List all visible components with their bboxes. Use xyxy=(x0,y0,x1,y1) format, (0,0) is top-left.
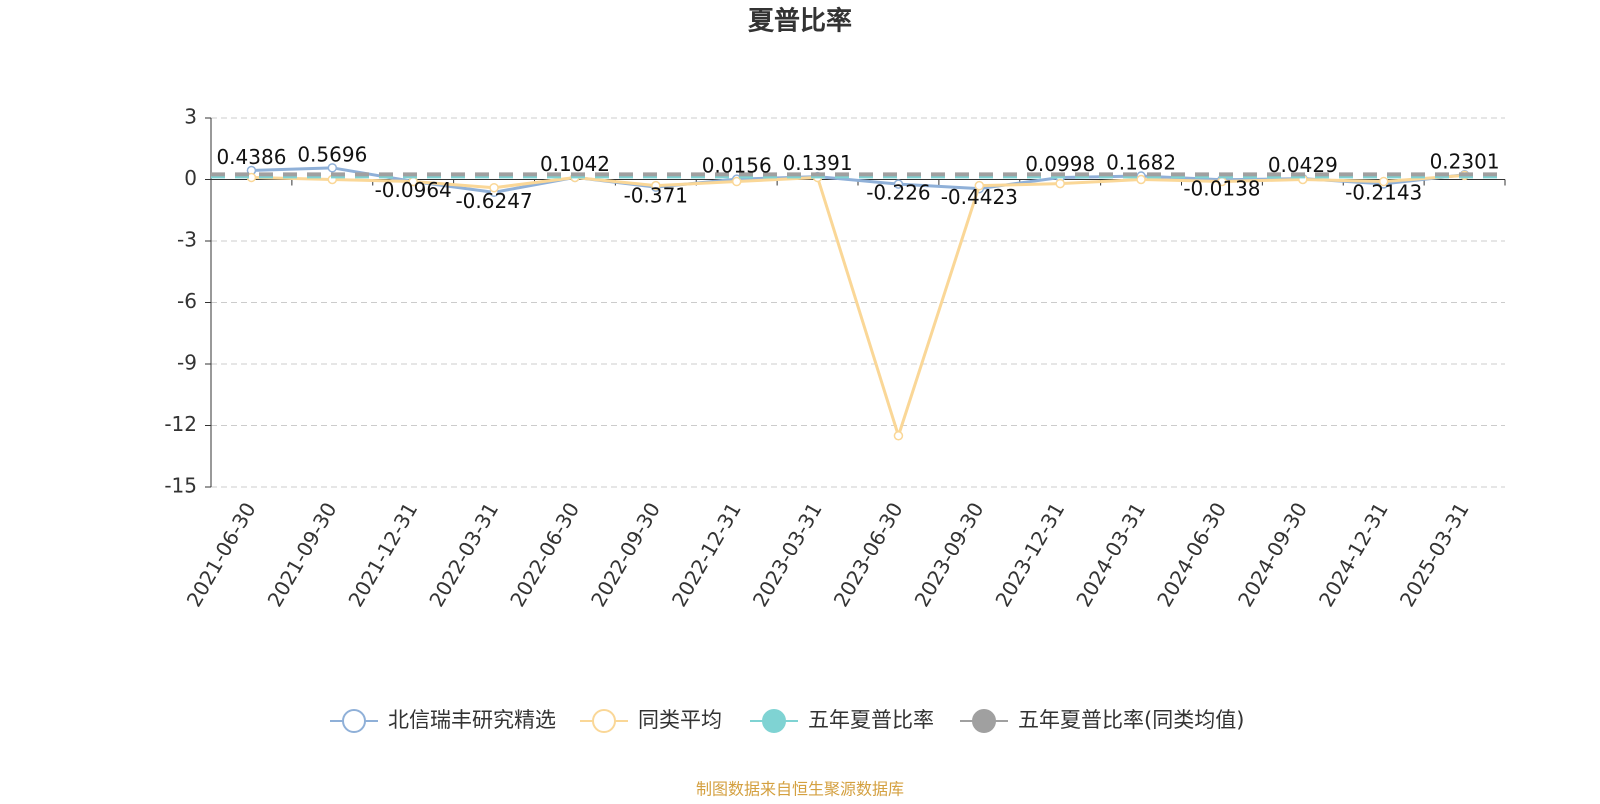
y-tick-label: -3 xyxy=(177,228,197,252)
x-tick-label: 2023-09-30 xyxy=(910,498,989,611)
legend-label: 北信瑞丰研究精选 xyxy=(388,708,556,732)
data-label: 0.1391 xyxy=(783,151,853,175)
series-line xyxy=(251,173,1465,441)
y-tick-label: -12 xyxy=(164,412,197,436)
legend-marker xyxy=(592,709,616,733)
point xyxy=(327,163,338,173)
data-label: -0.0138 xyxy=(1183,176,1260,200)
legend-item[interactable]: 五年夏普比率 xyxy=(750,708,934,733)
data-label: -0.2143 xyxy=(1345,180,1422,204)
data-label: -0.4423 xyxy=(941,185,1018,209)
legend-label: 五年夏普比率(同类均值) xyxy=(1018,708,1244,732)
x-tick-label: 2024-03-31 xyxy=(1071,498,1150,611)
data-label: 0.0429 xyxy=(1268,153,1338,177)
y-tick-label: -6 xyxy=(177,289,197,313)
y-tick-label: 0 xyxy=(184,166,197,190)
point xyxy=(651,180,661,191)
legend-item[interactable]: 同类平均 xyxy=(580,708,722,733)
x-tick-label: 2021-06-30 xyxy=(182,498,261,611)
chart-title: 夏普比率 xyxy=(748,6,852,37)
legend-label: 同类平均 xyxy=(638,708,722,732)
data-label: 0.5696 xyxy=(297,142,367,166)
x-tick-label: 2022-06-30 xyxy=(505,498,584,611)
point xyxy=(731,176,742,187)
point xyxy=(893,179,904,189)
point xyxy=(1136,174,1146,185)
x-tick-label: 2024-12-31 xyxy=(1314,498,1393,611)
point xyxy=(1378,176,1389,187)
x-tick-label: 2025-03-31 xyxy=(1395,498,1474,611)
data-label: 0.0998 xyxy=(1025,152,1095,176)
x-tick-label: 2022-09-30 xyxy=(586,498,665,611)
legend-item[interactable]: 北信瑞丰研究精选 xyxy=(330,708,556,733)
x-tick-label: 2023-12-31 xyxy=(990,498,1069,611)
x-tick-label: 2024-09-30 xyxy=(1233,498,1312,611)
data-label: -0.6247 xyxy=(455,189,532,213)
y-tick-label: 3 xyxy=(184,105,197,129)
point xyxy=(974,180,985,191)
legend-label: 五年夏普比率 xyxy=(808,708,934,732)
x-tick-label: 2023-03-31 xyxy=(748,498,827,611)
data-label: -0.371 xyxy=(624,184,688,208)
data-label: 0.1682 xyxy=(1106,151,1176,175)
x-tick-label: 2021-12-31 xyxy=(343,498,422,611)
point xyxy=(1055,178,1065,189)
data-label: 0.2301 xyxy=(1430,149,1500,173)
x-tick-label: 2021-09-30 xyxy=(263,498,342,611)
y-tick-label: -9 xyxy=(177,351,197,375)
data-label: 0.1042 xyxy=(540,152,610,176)
source-note: 制图数据来自恒生聚源数据库 xyxy=(696,780,904,799)
x-tick-label: 2023-06-30 xyxy=(829,498,908,611)
data-label: -0.0964 xyxy=(375,178,452,202)
legend-marker xyxy=(972,709,996,733)
data-label: -0.226 xyxy=(866,181,930,205)
legend-marker xyxy=(342,709,366,733)
point xyxy=(489,182,499,193)
data-label: 0.4386 xyxy=(216,145,286,169)
legend-marker xyxy=(762,709,786,733)
x-tick-label: 2022-12-31 xyxy=(667,498,746,611)
y-tick-label: -15 xyxy=(164,474,197,498)
x-tick-label: 2022-03-31 xyxy=(424,498,503,611)
legend-item[interactable]: 五年夏普比率(同类均值) xyxy=(960,708,1244,733)
data-label: 0.0156 xyxy=(702,154,772,178)
x-tick-label: 2024-06-30 xyxy=(1152,498,1231,611)
point xyxy=(893,431,904,441)
